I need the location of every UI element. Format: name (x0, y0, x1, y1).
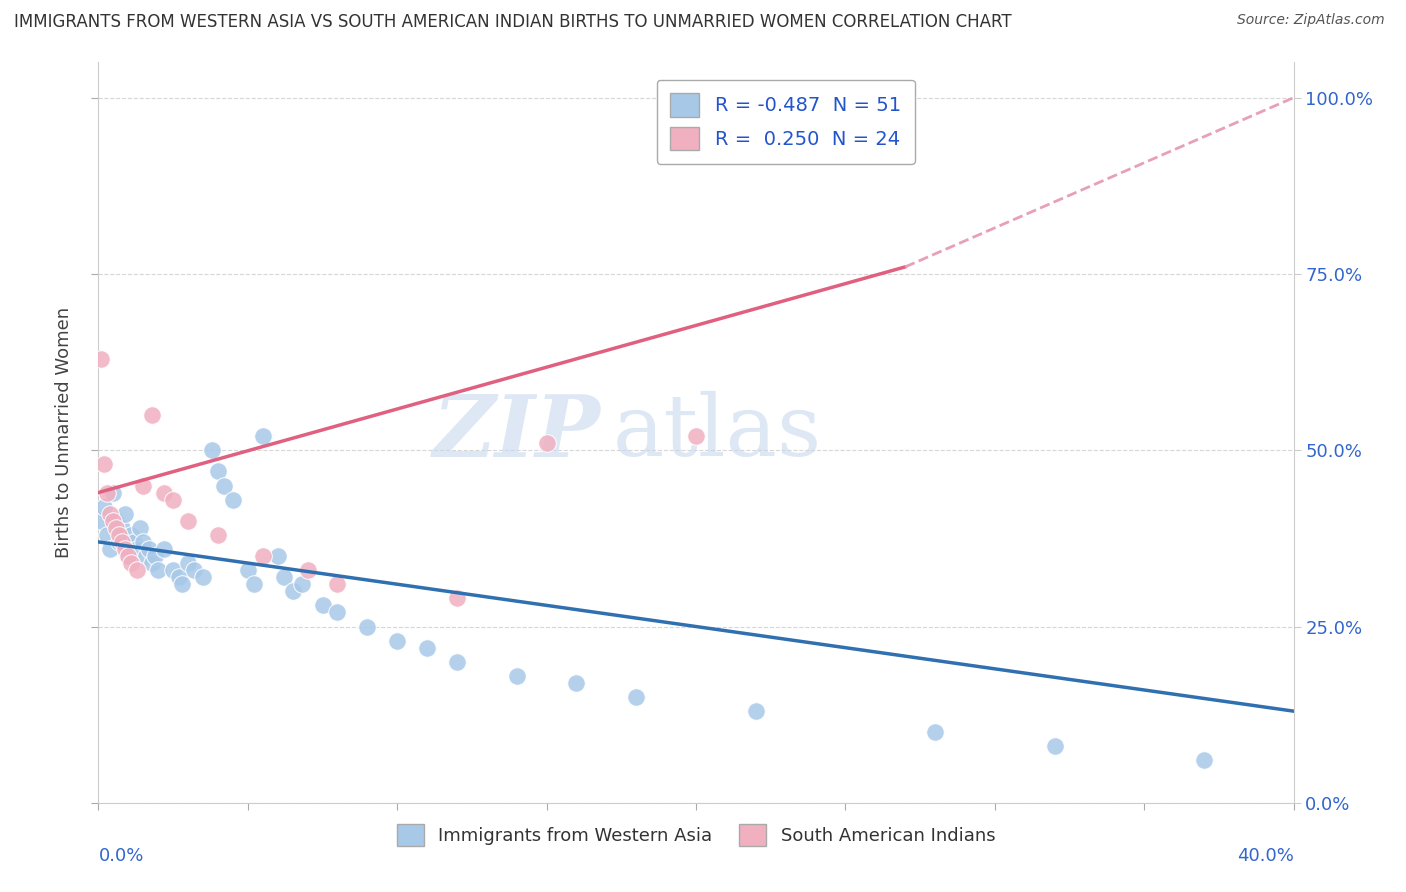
Point (267, 549, 290, 563)
Point (281, 584, 304, 599)
Point (177, 556, 200, 570)
Point (291, 577, 314, 591)
Point (201, 443, 224, 458)
Point (212, 478, 235, 492)
Point (326, 606, 349, 620)
Point (191, 570, 214, 584)
Point (745, 704, 768, 718)
Point (252, 549, 274, 563)
Point (924, 725, 946, 739)
Point (1192, 754, 1215, 768)
Point (90, 514, 112, 528)
Point (297, 563, 319, 577)
Point (105, 514, 128, 528)
Y-axis label: Births to Unmarried Women: Births to Unmarried Women (55, 307, 73, 558)
Point (129, 521, 152, 535)
Point (385, 633, 409, 648)
Point (177, 514, 200, 528)
Point (98, 541, 122, 556)
Point (141, 408, 163, 422)
Point (273, 570, 295, 584)
Text: Source: ZipAtlas.com: Source: ZipAtlas.com (1237, 13, 1385, 28)
Point (536, 436, 558, 450)
Point (127, 541, 149, 556)
Point (252, 429, 274, 443)
Point (243, 577, 266, 591)
Point (117, 549, 139, 563)
Point (207, 528, 229, 542)
Point (326, 577, 349, 591)
Point (446, 591, 468, 606)
Point (167, 570, 190, 584)
Point (446, 655, 468, 669)
Point (138, 541, 160, 556)
Point (111, 535, 134, 549)
Point (114, 507, 136, 521)
Point (153, 485, 176, 500)
Point (117, 549, 139, 563)
Point (96, 528, 118, 542)
Point (108, 535, 131, 549)
Point (141, 556, 163, 570)
Point (96, 485, 118, 500)
Point (132, 478, 155, 492)
Point (685, 429, 707, 443)
Point (90, 351, 112, 366)
Point (103, 485, 125, 500)
Text: ZIP: ZIP (433, 391, 600, 475)
Legend: Immigrants from Western Asia, South American Indians: Immigrants from Western Asia, South Amer… (389, 816, 1002, 853)
Text: 40.0%: 40.0% (1237, 847, 1294, 865)
Point (236, 563, 259, 577)
Point (311, 599, 333, 613)
Point (93, 458, 115, 472)
Text: 0.0%: 0.0% (98, 847, 143, 865)
Point (183, 563, 205, 577)
Point (108, 528, 131, 542)
Point (148, 563, 170, 577)
Point (127, 563, 149, 577)
Point (153, 541, 176, 556)
Text: IMMIGRANTS FROM WESTERN ASIA VS SOUTH AMERICAN INDIAN BIRTHS TO UNMARRIED WOMEN : IMMIGRANTS FROM WESTERN ASIA VS SOUTH AM… (14, 13, 1012, 31)
Point (103, 514, 125, 528)
Point (626, 690, 648, 704)
Point (105, 521, 128, 535)
Point (143, 549, 166, 563)
Point (162, 492, 184, 507)
Text: atlas: atlas (613, 391, 821, 475)
Point (120, 556, 142, 570)
Point (135, 549, 157, 563)
Point (111, 521, 134, 535)
Point (172, 577, 194, 591)
Point (93, 500, 115, 514)
Point (132, 535, 155, 549)
Point (162, 563, 184, 577)
Point (222, 492, 245, 507)
Point (506, 669, 529, 683)
Point (565, 676, 588, 690)
Point (98, 507, 122, 521)
Point (1043, 739, 1066, 754)
Point (124, 535, 146, 549)
Point (356, 619, 378, 633)
Point (114, 541, 136, 556)
Point (207, 464, 229, 478)
Point (120, 528, 142, 542)
Point (416, 640, 439, 655)
